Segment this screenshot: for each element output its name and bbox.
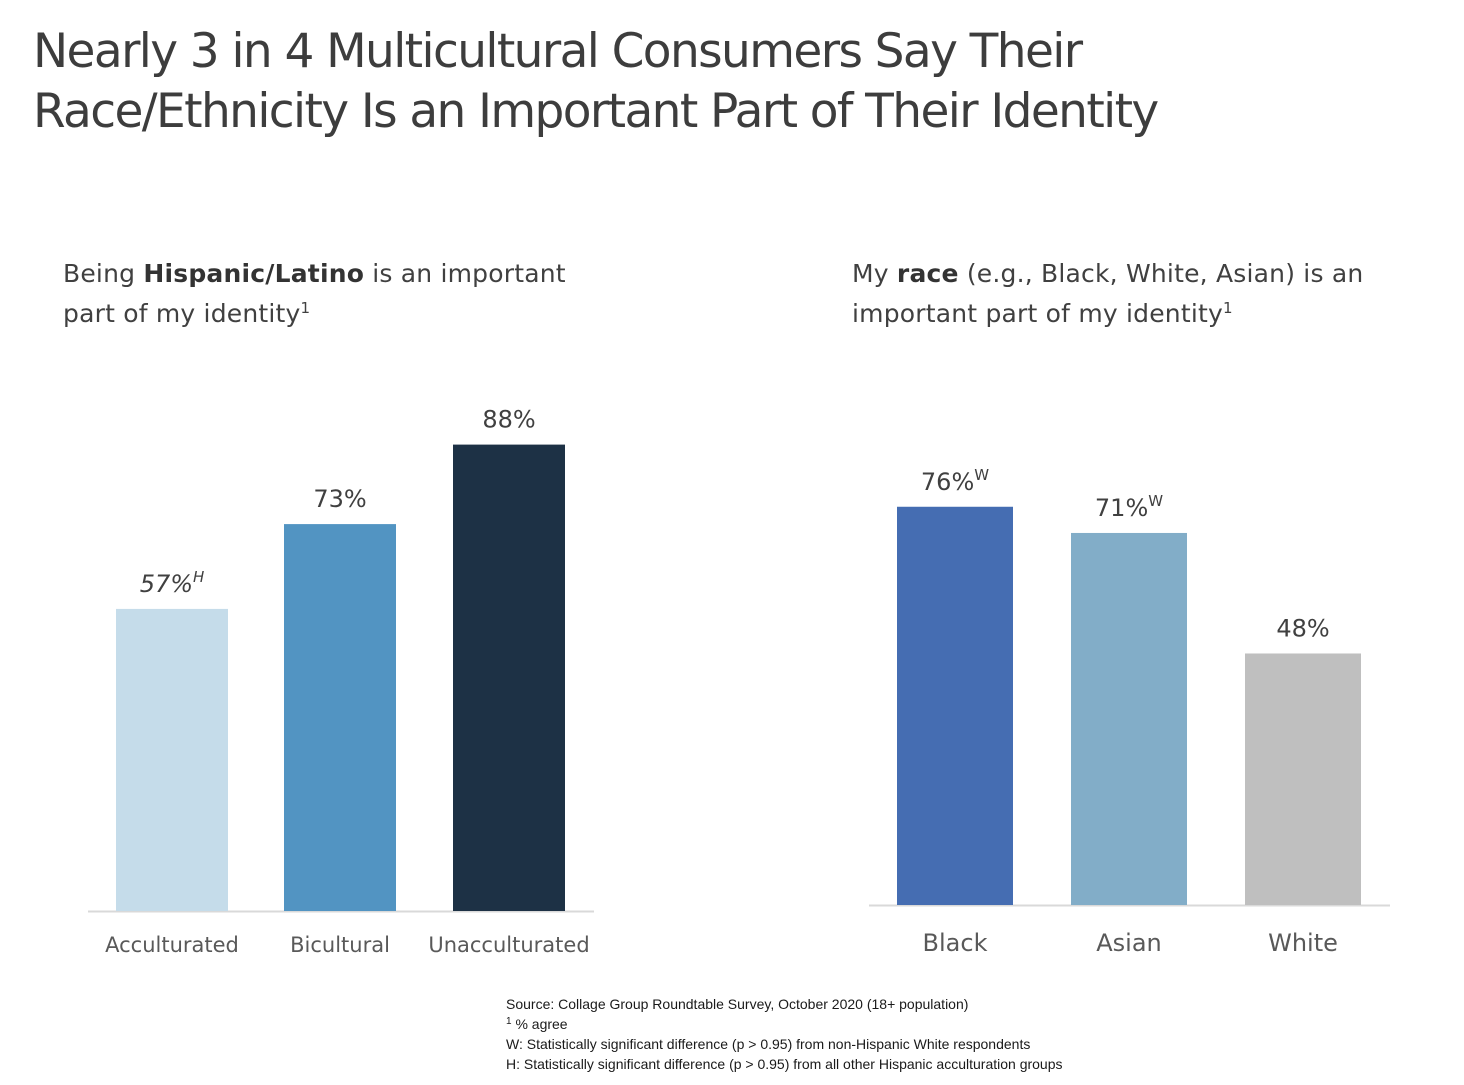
bar-bicultural <box>284 524 396 911</box>
right-subtitle-bold: race <box>896 259 959 288</box>
percent-agree-marker: 1 <box>506 1016 512 1027</box>
bar-acculturated <box>116 608 228 911</box>
value-label-text-asian: 71% <box>1095 494 1148 522</box>
value-label-asian: 71%W <box>1095 492 1163 522</box>
left-subtitle-bold: Hispanic/Latino <box>143 259 365 288</box>
left-subtitle-pre: Being <box>63 259 144 288</box>
category-label-asian: Asian <box>1096 929 1162 957</box>
left-subtitle-line2: part of my identity <box>63 299 301 328</box>
left-subtitle-footnote-marker: 1 <box>300 299 311 317</box>
value-label-text-white: 48% <box>1276 614 1329 642</box>
bar-black <box>897 506 1013 905</box>
value-label-text-black: 76% <box>921 468 974 496</box>
category-label-unacculturated: Unacculturated <box>428 933 589 957</box>
left-chart-subtitle: Being Hispanic/Latino is an important par… <box>63 254 643 334</box>
left-subtitle-post: is an important <box>364 259 566 288</box>
value-label-white: 48% <box>1276 614 1329 642</box>
h-significance-note: H: Statistically significant difference … <box>506 1056 1063 1072</box>
value-label-superscript-asian: W <box>1148 492 1163 510</box>
slide-title: Nearly 3 in 4 Multicultural Consumers Sa… <box>33 22 1333 142</box>
right-subtitle-post: (e.g., Black, White, Asian) is an <box>958 259 1364 288</box>
bar-asian <box>1071 532 1187 905</box>
title-line-2: Race/Ethnicity Is an Important Part of T… <box>33 84 1159 139</box>
right-subtitle-pre: My <box>852 259 897 288</box>
value-label-superscript-black: W <box>974 466 989 484</box>
w-significance-note: W: Statistically significant difference … <box>506 1036 1031 1052</box>
value-label-bicultural: 73% <box>313 485 366 513</box>
bar-white <box>1245 653 1361 905</box>
percent-agree-text: % agree <box>511 1016 568 1032</box>
right-subtitle-footnote-marker: 1 <box>1223 299 1233 317</box>
category-label-acculturated: Acculturated <box>105 933 239 957</box>
value-label-unacculturated: 88% <box>482 406 535 434</box>
value-label-black: 76%W <box>921 466 989 496</box>
percent-agree-note: 1 % agree <box>506 1014 1446 1034</box>
footnotes: Source: Collage Group Roundtable Survey,… <box>506 994 1446 1074</box>
category-label-white: White <box>1268 929 1338 957</box>
category-label-bicultural: Bicultural <box>290 933 390 957</box>
value-label-text-unacculturated: 88% <box>482 406 535 434</box>
category-label-black: Black <box>923 929 988 957</box>
value-label-acculturated: 57%H <box>140 568 205 598</box>
right-chart-subtitle: My race (e.g., Black, White, Asian) is a… <box>852 254 1452 334</box>
value-label-text-acculturated: 57% <box>140 570 193 598</box>
right-subtitle-line2: important part of my identity <box>852 299 1223 328</box>
source-note: Source: Collage Group Roundtable Survey,… <box>506 996 969 1012</box>
value-label-superscript-acculturated: H <box>193 568 204 586</box>
value-label-text-bicultural: 73% <box>313 485 366 513</box>
title-line-1: Nearly 3 in 4 Multicultural Consumers Sa… <box>33 24 1083 79</box>
hispanic-identity-bar-chart: 57%H Acculturated 73% Bicultural 88% Unaccult… <box>88 406 594 957</box>
bar-unacculturated <box>453 444 565 911</box>
